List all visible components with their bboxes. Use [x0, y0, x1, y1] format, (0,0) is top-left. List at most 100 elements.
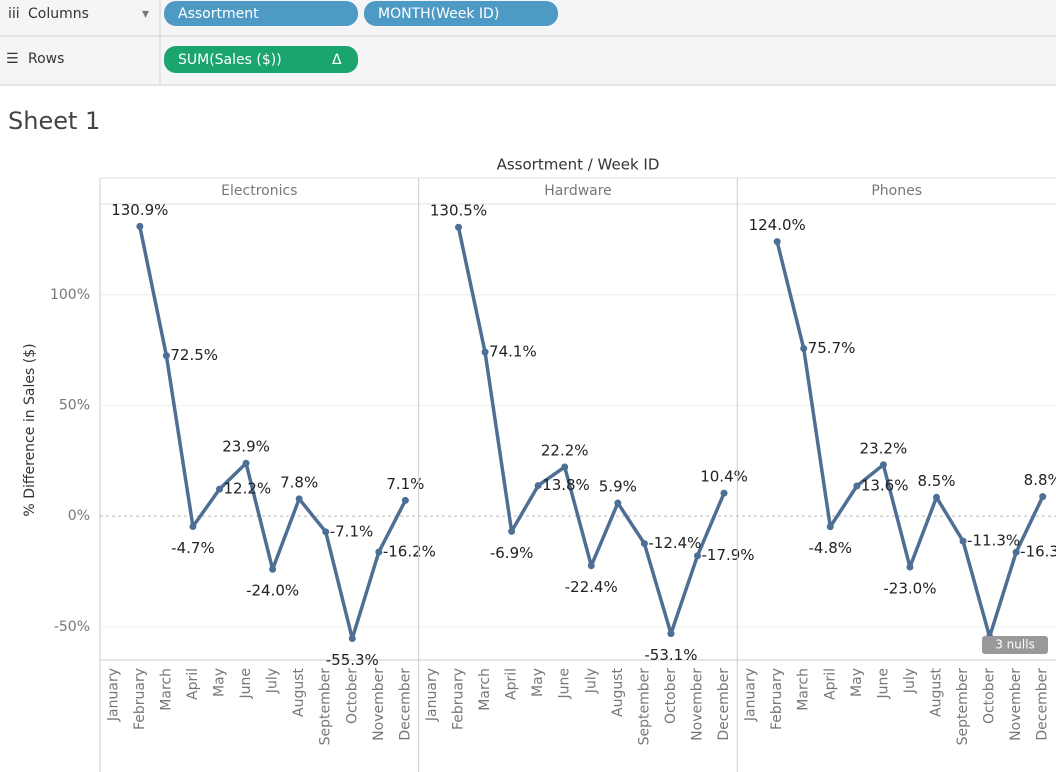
data-label: -11.3%	[967, 532, 1020, 550]
x-tick-label: July	[583, 668, 599, 694]
data-label: -6.9%	[490, 544, 534, 562]
rows-shelf-label: Rows	[28, 51, 64, 67]
chart-title: Assortment / Week ID	[497, 156, 660, 174]
x-tick-label: January	[424, 668, 440, 722]
point	[826, 523, 834, 531]
y-tick-label: 0%	[68, 508, 90, 524]
point	[1039, 493, 1047, 501]
point	[667, 630, 675, 638]
x-tick-label: March	[796, 668, 812, 711]
point	[534, 482, 542, 490]
pill-label: SUM(Sales ($))	[178, 52, 282, 68]
x-tick-label: May	[530, 668, 546, 697]
x-tick-label: April	[185, 668, 201, 700]
point	[694, 552, 701, 560]
point	[481, 348, 489, 356]
data-label: -12.4%	[648, 534, 701, 552]
point	[800, 345, 808, 353]
pill-label: Assortment	[178, 6, 259, 22]
data-label: 10.4%	[700, 468, 748, 486]
y-tick-label: -50%	[54, 619, 90, 635]
data-label: -16.3%	[1020, 543, 1056, 561]
data-label: 72.5%	[170, 346, 218, 364]
dropdown-icon[interactable]: ▾	[142, 6, 149, 22]
x-tick-label: May	[849, 668, 865, 697]
data-label: -17.9%	[702, 546, 755, 564]
point	[322, 528, 330, 536]
x-tick-label: February	[132, 668, 148, 730]
data-label: 130.5%	[430, 202, 487, 220]
point	[720, 489, 728, 497]
pill[interactable]	[164, 1, 358, 26]
point	[879, 461, 887, 469]
data-label: 7.1%	[386, 475, 424, 493]
data-label: -16.2%	[383, 542, 436, 560]
point	[933, 493, 940, 501]
data-label: -7.1%	[330, 522, 374, 540]
point	[348, 635, 356, 643]
y-tick-label: 100%	[50, 287, 90, 303]
null-indicator-bg	[982, 636, 1048, 654]
point	[561, 463, 569, 471]
data-label: 13.8%	[542, 476, 590, 494]
data-label: -22.4%	[565, 578, 618, 596]
x-tick-label: December	[716, 668, 732, 741]
data-label: -23.0%	[883, 580, 936, 598]
pill[interactable]	[164, 46, 358, 73]
x-tick-label: August	[291, 667, 307, 717]
x-tick-label: November	[690, 668, 706, 741]
point	[906, 563, 914, 571]
columns-icon: iii	[8, 6, 20, 22]
x-tick-label: June	[875, 668, 891, 700]
y-axis-title: % Difference in Sales ($)	[22, 343, 38, 516]
point	[1012, 548, 1020, 556]
data-label: 13.6%	[861, 477, 909, 495]
x-tick-label: December	[397, 668, 413, 741]
panel-header: Electronics	[221, 183, 297, 199]
point	[295, 495, 303, 503]
x-tick-label: September	[318, 668, 334, 746]
x-tick-label: October	[663, 668, 679, 724]
x-tick-label: April	[504, 668, 520, 700]
pill[interactable]	[364, 1, 558, 26]
data-label: 7.8%	[280, 473, 318, 491]
x-tick-label: July	[902, 668, 918, 694]
null-indicator[interactable]: 3 nulls	[995, 638, 1035, 652]
data-label: 74.1%	[489, 343, 537, 361]
data-label: 124.0%	[749, 216, 806, 234]
x-tick-label: October	[344, 668, 360, 724]
x-tick-label: March	[477, 668, 493, 711]
data-label: -4.8%	[809, 539, 853, 557]
point	[269, 565, 277, 573]
data-label: -53.1%	[644, 646, 697, 664]
x-tick-label: February	[451, 668, 467, 730]
data-label: 23.2%	[860, 439, 908, 457]
point	[189, 523, 197, 531]
point	[614, 499, 622, 507]
data-label: -24.0%	[246, 582, 299, 600]
delta-icon: Δ	[332, 52, 342, 68]
x-tick-label: August	[929, 667, 945, 717]
point	[640, 540, 648, 548]
point	[508, 527, 516, 535]
x-tick-label: March	[158, 668, 174, 711]
x-tick-label: May	[212, 668, 228, 697]
data-label: 8.8%	[1024, 471, 1056, 489]
panel-header: Hardware	[544, 183, 612, 199]
point	[587, 562, 595, 570]
point	[455, 223, 462, 231]
point	[853, 482, 861, 490]
columns-shelf-label: Columns	[28, 6, 89, 22]
rows-icon: ☰	[6, 51, 19, 67]
data-label: 5.9%	[599, 478, 637, 496]
point	[216, 485, 223, 493]
x-tick-label: August	[610, 667, 626, 717]
data-label: 8.5%	[917, 472, 955, 490]
point	[242, 459, 250, 467]
data-label: -4.7%	[171, 539, 215, 557]
x-tick-label: April	[822, 668, 838, 700]
line	[456, 226, 726, 636]
point	[959, 537, 967, 545]
line	[775, 241, 1045, 639]
